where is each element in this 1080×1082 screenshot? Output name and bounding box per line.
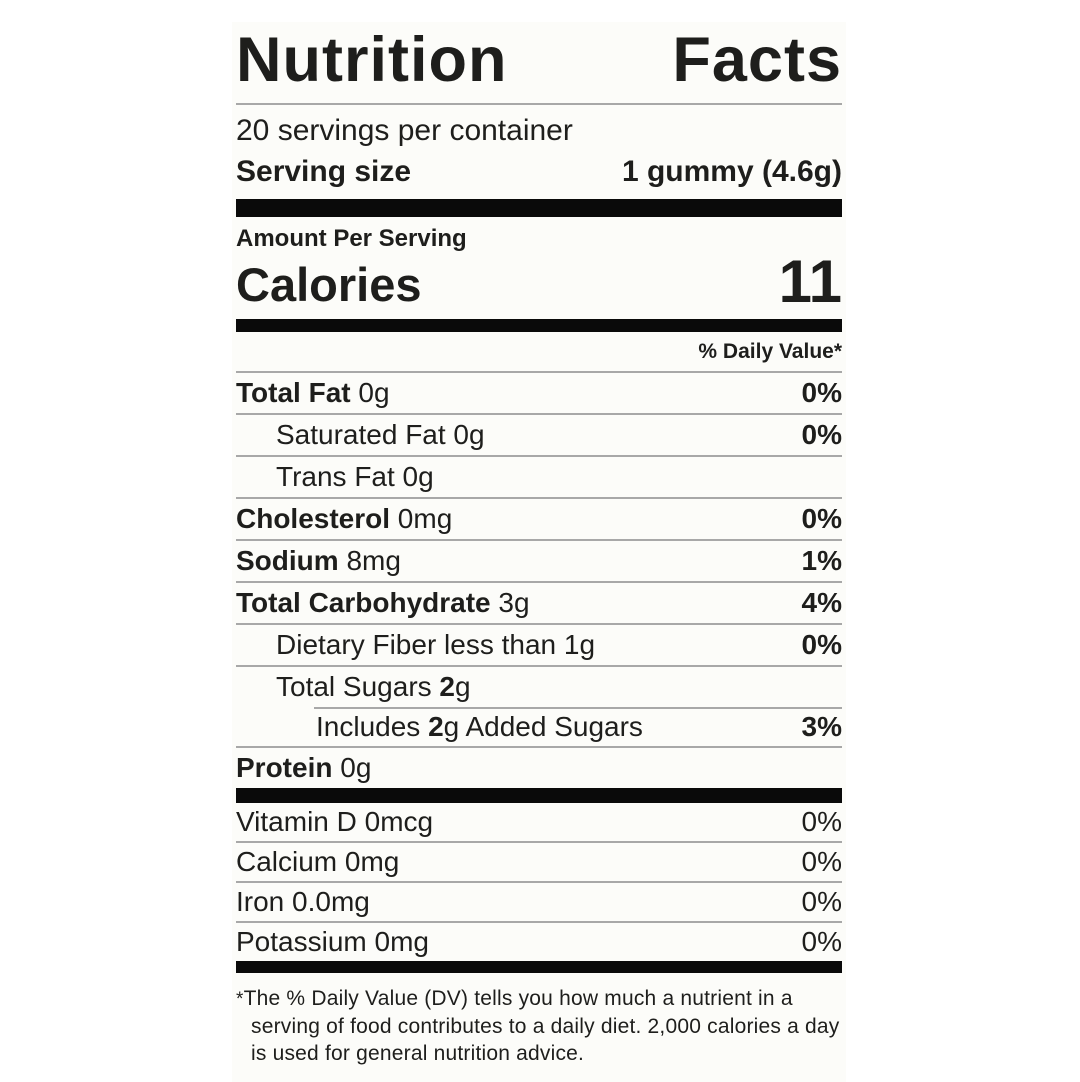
nutrient-dv: 3% (801, 710, 842, 742)
nutrient-row-total-sugars: Total Sugars 2g (236, 664, 842, 707)
nutrient-name: Total Carbohydrate 3g (236, 586, 530, 618)
nutrient-name: Trans Fat 0g (236, 460, 434, 492)
nutrient-dv: 0% (801, 376, 842, 408)
section-bar-bottom (236, 961, 842, 974)
nutrient-rows: Total Fat 0g 0% Saturated Fat 0g 0% Tran… (236, 373, 842, 789)
micro-row-calcium: Calcium 0mg 0% (236, 841, 842, 881)
nutrient-text-bold: Total Carbohydrate (236, 586, 491, 618)
nutrient-row-protein: Protein 0g (236, 746, 842, 788)
footnote: *The % Daily Value (DV) tells you how mu… (236, 985, 842, 1067)
nutrient-dv: 0% (801, 628, 842, 660)
daily-value-header: % Daily Value* (236, 332, 842, 373)
nutrient-amount: 0g (350, 376, 390, 408)
section-bar-protein (236, 788, 842, 804)
micro-row-potassium: Potassium 0mg 0% (236, 921, 842, 961)
serving-size-row: Serving size 1 gummy (4.6g) (236, 152, 842, 199)
nutrient-name: Protein 0g (236, 753, 371, 783)
nutrient-text-bold: 2 (428, 710, 444, 742)
nutrient-dv: 4% (801, 586, 842, 618)
nutrient-name: Total Fat 0g (236, 376, 390, 408)
section-bar-calories (236, 318, 842, 332)
nutrient-text: Trans Fat 0g (276, 460, 434, 492)
nutrient-amount: 0mg (390, 502, 453, 534)
nutrient-name: Saturated Fat 0g (236, 418, 485, 450)
nutrient-amount: 0g (332, 752, 372, 784)
nutrient-amount: g (455, 670, 471, 702)
nutrient-text-bold: Total Fat (236, 376, 351, 408)
nutrient-name: Includes 2g Added Sugars (236, 710, 643, 742)
nutrient-row-saturated-fat: Saturated Fat 0g 0% (236, 412, 842, 455)
nutrient-row-trans-fat: Trans Fat 0g (236, 454, 842, 497)
nutrient-text: Dietary Fiber less than 1g (276, 628, 596, 660)
nutrient-text: Saturated Fat 0g (276, 418, 485, 450)
micro-dv: 0% (801, 926, 842, 958)
micro-name: Potassium 0mg (236, 926, 429, 958)
nutrient-text-bold: 2 (439, 670, 455, 702)
label-title: Nutrition Facts (236, 25, 842, 95)
nutrient-amount: g Added Sugars (443, 710, 643, 742)
micro-name: Iron 0.0mg (236, 886, 370, 918)
micro-dv: 0% (801, 806, 842, 838)
nutrient-text-bold: Protein (236, 752, 333, 784)
micro-name: Calcium 0mg (236, 846, 400, 878)
nutrient-name: Dietary Fiber less than 1g (236, 628, 596, 660)
nutrient-amount: 3g (490, 586, 530, 618)
nutrient-text: Total Sugars (276, 670, 440, 702)
micro-dv: 0% (801, 886, 842, 918)
nutrient-row-dietary-fiber: Dietary Fiber less than 1g 0% (236, 622, 842, 665)
title-divider (236, 102, 842, 105)
micronutrient-rows: Vitamin D 0mcg 0% Calcium 0mg 0% Iron 0.… (236, 803, 842, 961)
nutrient-amount: 8mg (338, 544, 401, 576)
servings-per-container: 20 servings per container (236, 113, 573, 147)
micro-dv: 0% (801, 846, 842, 878)
serving-size-value: 1 gummy (4.6g) (621, 154, 842, 188)
section-bar-top (236, 198, 842, 217)
nutrient-row-cholesterol: Cholesterol 0mg 0% (236, 496, 842, 539)
calories-label: Calories (236, 257, 422, 311)
calories-value: 11 (778, 247, 842, 315)
nutrient-row-sodium: Sodium 8mg 1% (236, 538, 842, 581)
nutrient-text: Includes (316, 710, 429, 742)
footnote-text: The % Daily Value (DV) tells you how muc… (243, 987, 840, 1066)
nutrient-row-total-fat: Total Fat 0g 0% (236, 373, 842, 413)
micro-row-vitamin-d: Vitamin D 0mcg 0% (236, 803, 842, 841)
nutrient-name: Total Sugars 2g (236, 670, 471, 702)
nutrient-row-total-carbohydrate: Total Carbohydrate 3g 4% (236, 580, 842, 623)
amount-per-serving-label: Amount Per Serving (236, 224, 467, 252)
nutrient-dv: 0% (801, 418, 842, 450)
nutrition-facts-label: Nutrition Facts 20 servings per containe… (232, 22, 846, 1082)
calories-row: Calories 11 (236, 247, 842, 315)
nutrient-text-bold: Sodium (236, 544, 339, 576)
nutrient-name: Cholesterol 0mg (236, 502, 453, 534)
micro-name: Vitamin D 0mcg (236, 806, 434, 838)
nutrient-dv: 0% (801, 502, 842, 534)
serving-size-label: Serving size (236, 154, 412, 188)
nutrient-row-added-sugars: Includes 2g Added Sugars 3% (236, 706, 842, 747)
nutrient-text-bold: Cholesterol (236, 502, 391, 534)
nutrient-name: Sodium 8mg (236, 544, 401, 576)
footnote-asterisk: * (236, 989, 244, 1011)
nutrient-dv: 1% (801, 544, 842, 576)
micro-row-iron: Iron 0.0mg 0% (236, 881, 842, 921)
